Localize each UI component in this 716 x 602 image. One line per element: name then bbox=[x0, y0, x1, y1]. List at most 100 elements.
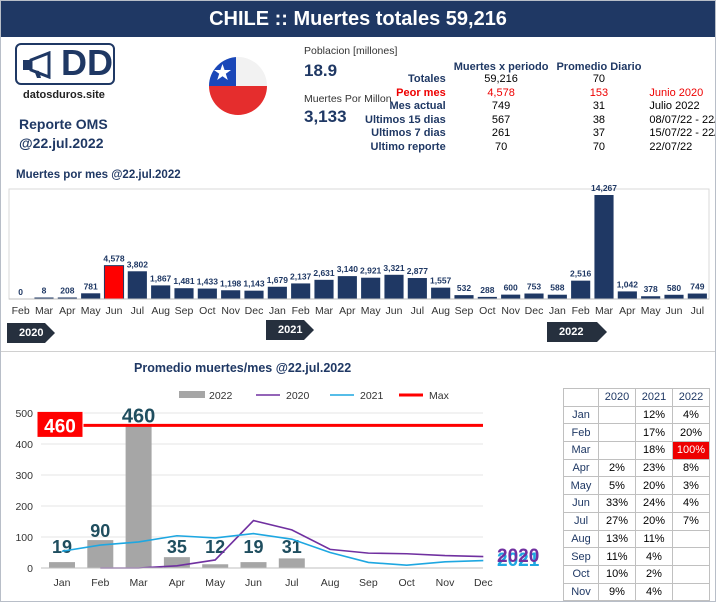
summary-avg: 37 bbox=[592, 127, 606, 139]
data-label: 378 bbox=[644, 284, 658, 294]
report-line-1: Reporte OMS bbox=[19, 116, 108, 132]
pct-row: Oct 10% 2% bbox=[563, 564, 710, 584]
x-tick-label: Oct bbox=[199, 305, 215, 317]
x-tick-label: Sep bbox=[455, 305, 474, 317]
x-tick-label: Apr bbox=[169, 577, 186, 589]
pct-row: Jan 12% 4% bbox=[563, 405, 710, 425]
bar bbox=[501, 294, 521, 299]
pct-row: Jun 33% 24% 4% bbox=[563, 494, 710, 513]
summary-avg: 70 bbox=[592, 73, 606, 85]
y-tick-label: 0 bbox=[27, 563, 33, 575]
summary-deaths: 4,578 bbox=[487, 86, 515, 99]
summary-table: Muertes x periodo Promedio Diario Totale… bbox=[361, 45, 715, 154]
y-tick-label: 300 bbox=[15, 470, 33, 482]
year-tag-2021: 2021 bbox=[266, 320, 314, 340]
data-label: 1,042 bbox=[617, 279, 639, 289]
bar bbox=[641, 296, 661, 299]
bar bbox=[127, 271, 147, 299]
bar bbox=[163, 557, 190, 568]
pct-row: Jul 27% 20% 7% bbox=[563, 511, 710, 531]
pct-cell bbox=[672, 600, 710, 601]
x-tick-label: Oct bbox=[479, 305, 495, 317]
year-tag-2020: 2020 bbox=[7, 323, 55, 343]
summary-label: Ultimo reporte bbox=[370, 140, 446, 153]
x-tick-label: Apr bbox=[59, 305, 76, 317]
chile-flag-icon bbox=[209, 57, 267, 115]
population-label: Poblacion [millones] bbox=[304, 45, 398, 57]
data-label: 208 bbox=[60, 285, 74, 295]
megaphone-icon bbox=[23, 51, 51, 79]
pct-row: Sep 11% 4% bbox=[563, 547, 710, 566]
bar bbox=[291, 283, 311, 299]
bar bbox=[314, 279, 334, 299]
end-label-2020: 2020 bbox=[497, 546, 539, 567]
data-label: 2,921 bbox=[360, 266, 382, 276]
x-tick-label: Feb bbox=[91, 577, 109, 589]
summary-period bbox=[645, 73, 715, 87]
bar bbox=[361, 277, 381, 299]
data-label: 31 bbox=[282, 537, 302, 557]
data-label: 1,679 bbox=[267, 275, 289, 285]
summary-period: 22/07/22 bbox=[649, 140, 693, 153]
summary-row: Totales 59,216 70 bbox=[361, 73, 715, 87]
pct-month: Mar bbox=[563, 441, 599, 460]
data-label: 12 bbox=[205, 537, 225, 557]
bar bbox=[477, 296, 497, 299]
page-title: CHILE :: Muertes totales 59,216 bbox=[1, 1, 715, 37]
x-tick-label: Dec bbox=[474, 577, 493, 589]
bar bbox=[202, 564, 229, 568]
data-label: 1,557 bbox=[430, 276, 452, 286]
logo-text: DD bbox=[61, 42, 113, 83]
pct-cell: 2% bbox=[598, 458, 636, 478]
summary-period: 08/07/22 - 22/07/22 bbox=[649, 113, 715, 126]
pct-cell: 20% bbox=[635, 476, 673, 496]
pct-month: Feb bbox=[563, 423, 599, 443]
x-tick-label: Aug bbox=[431, 305, 450, 317]
bar bbox=[34, 297, 54, 299]
summary-label: Ultimos 15 dias bbox=[365, 113, 446, 126]
x-tick-label: Nov bbox=[221, 305, 240, 317]
monthly-deaths-chart: 0 Feb 8 Mar 208 Apr 781 May 4,578 Jun 3,802 Jul 1,86… bbox=[8, 183, 710, 317]
bar bbox=[524, 293, 544, 299]
per-million-label: Muertes Por Millon bbox=[304, 93, 392, 105]
y-tick-label: 100 bbox=[15, 532, 33, 544]
x-tick-label: May bbox=[205, 577, 226, 589]
data-label: 1,481 bbox=[173, 276, 195, 286]
pct-cell: 4% bbox=[635, 582, 673, 601]
bar bbox=[431, 287, 451, 299]
legend-label: 2022 bbox=[209, 390, 233, 402]
x-tick-label: Feb bbox=[12, 305, 30, 317]
summary-row: Mes actual 749 31 Julio 2022 bbox=[361, 100, 715, 114]
pct-cell: 9% bbox=[598, 582, 636, 601]
summary-row: Ultimos 15 dias 567 38 08/07/22 - 22/07/22 bbox=[361, 113, 715, 128]
data-label: 749 bbox=[690, 282, 704, 292]
x-tick-label: Mar bbox=[35, 305, 54, 317]
bar bbox=[594, 195, 614, 299]
y-tick-label: 500 bbox=[15, 408, 33, 420]
bar bbox=[244, 290, 264, 299]
data-label: 532 bbox=[457, 283, 471, 293]
bar bbox=[267, 286, 287, 299]
pct-header bbox=[563, 388, 599, 407]
x-tick-label: Jul bbox=[411, 305, 424, 317]
bar bbox=[151, 285, 171, 299]
x-tick-label: Sep bbox=[359, 577, 378, 589]
summary-label: Peor mes bbox=[396, 86, 446, 99]
pct-row: Nov 9% 4% bbox=[563, 582, 710, 601]
pct-month: Aug bbox=[563, 529, 599, 549]
x-tick-label: Jan bbox=[269, 305, 286, 317]
pct-cell: 100% bbox=[672, 441, 710, 460]
pct-cell: 2% bbox=[635, 564, 673, 584]
pct-cell: 17% bbox=[635, 423, 673, 443]
x-tick-label: May bbox=[641, 305, 662, 317]
pct-cell: 18% bbox=[635, 441, 673, 460]
divider bbox=[1, 351, 715, 352]
data-label: 90 bbox=[90, 521, 110, 541]
data-label: 3,321 bbox=[383, 263, 405, 273]
pct-cell bbox=[598, 405, 636, 425]
series-line-2020 bbox=[100, 519, 484, 569]
pct-cell bbox=[672, 547, 710, 566]
pct-cell: 8% bbox=[672, 458, 710, 478]
summary-label: Totales bbox=[408, 73, 446, 85]
